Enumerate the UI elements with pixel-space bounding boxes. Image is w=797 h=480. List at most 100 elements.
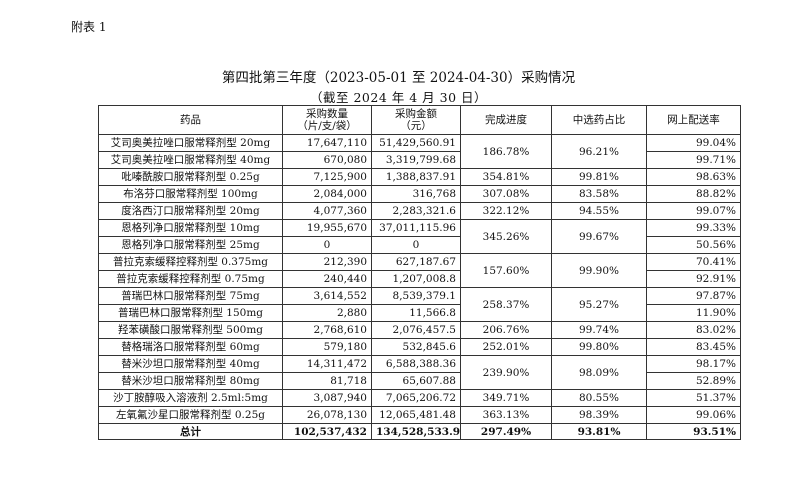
table-row: 普瑞巴林口服常释剂型 150mg 2,880 11,566.8 11.90%: [98, 304, 741, 322]
quantity-cell: 7,125,900: [282, 168, 372, 186]
header-share: 中选药占比: [551, 105, 647, 135]
header-drug: 药品: [98, 105, 283, 135]
share-cell: 98.39%: [551, 406, 647, 424]
delivery-cell: 51.37%: [646, 389, 741, 407]
delivery-cell: 88.82%: [646, 185, 741, 203]
progress-cell: 349.71%: [460, 389, 552, 407]
amount-cell: 8,539,379.1: [371, 287, 461, 305]
header-amount-label: 采购金额: [395, 108, 437, 120]
drug-cell: 度洛西汀口服常释剂型 20mg: [98, 202, 283, 220]
drug-cell: 普瑞巴林口服常释剂型 150mg: [98, 304, 283, 322]
delivery-cell: 98.63%: [646, 168, 741, 186]
amount-cell: 1,388,837.91: [371, 168, 461, 186]
share-cell: 94.55%: [551, 202, 647, 220]
quantity-cell: 2,084,000: [282, 185, 372, 203]
drug-cell: 恩格列净口服常释剂型 10mg: [98, 219, 283, 237]
quantity-cell: 26,078,130: [282, 406, 372, 424]
delivery-cell: 50.56%: [646, 236, 741, 254]
progress-cell: 239.90%: [460, 355, 552, 390]
header-amount-unit: （元）: [400, 120, 432, 132]
delivery-cell: 92.91%: [646, 270, 741, 288]
header-quantity-unit: （片/支/袋）: [297, 120, 357, 132]
progress-cell: 307.08%: [460, 185, 552, 203]
amount-cell: 11,566.8: [371, 304, 461, 322]
table-row: 艾司奥美拉唑口服常释剂型 20mg 17,647,110 51,429,560.…: [98, 134, 741, 169]
table-row: 恩格列净口服常释剂型 10mg 19,955,670 37,011,115.96…: [98, 219, 741, 254]
delivery-cell: 11.90%: [646, 304, 741, 322]
total-row: 总计 102,537,432 134,528,533.97 297.49% 93…: [98, 423, 741, 440]
amount-cell: 51,429,560.91: [371, 134, 461, 152]
drug-cell: 替米沙坦口服常释剂型 80mg: [98, 372, 283, 390]
drug-cell: 恩格列净口服常释剂型 25mg: [98, 236, 283, 254]
procurement-table: 药品 采购数量 （片/支/袋） 采购金额 （元） 完成进度 中选药占比 网上配送率 …: [98, 105, 741, 440]
table-row: 度洛西汀口服常释剂型 20mg 4,077,360 2,283,321.6 32…: [98, 202, 741, 220]
header-progress: 完成进度: [460, 105, 552, 135]
drug-cell: 沙丁胺醇吸入溶液剂 2.5ml:5mg: [98, 389, 283, 407]
delivery-cell: 99.71%: [646, 151, 741, 169]
drug-cell: 艾司奥美拉唑口服常释剂型 20mg: [98, 134, 283, 152]
amount-cell: 3,319,799.68: [371, 151, 461, 169]
delivery-cell: 52.89%: [646, 372, 741, 390]
header-delivery: 网上配送率: [646, 105, 741, 135]
delivery-cell: 98.17%: [646, 355, 741, 373]
total-share: 93.81%: [551, 423, 647, 440]
quantity-cell: 19,955,670: [282, 219, 372, 237]
amount-cell: 316,768: [371, 185, 461, 203]
drug-cell: 布洛芬口服常释剂型 100mg: [98, 185, 283, 203]
table-row: 左氧氟沙星口服常释剂型 0.25g 26,078,130 12,065,481.…: [98, 406, 741, 424]
table-header-row: 药品 采购数量 （片/支/袋） 采购金额 （元） 完成进度 中选药占比 网上配送率: [98, 105, 741, 135]
header-quantity: 采购数量 （片/支/袋）: [282, 105, 372, 135]
delivery-cell: 99.07%: [646, 202, 741, 220]
quantity-cell: 4,077,360: [282, 202, 372, 220]
progress-cell: 206.76%: [460, 321, 552, 339]
share-cell: 80.55%: [551, 389, 647, 407]
table-row: 恩格列净口服常释剂型 25mg 0 0 50.56%: [98, 236, 741, 254]
progress-cell: 363.13%: [460, 406, 552, 424]
drug-cell: 吡嗪酰胺口服常释剂型 0.25g: [98, 168, 283, 186]
progress-cell: 258.37%: [460, 287, 552, 322]
share-cell: 95.27%: [551, 287, 647, 322]
document-title: 第四批第三年度（2023-05-01 至 2024-04-30）采购情况: [221, 70, 576, 86]
delivery-cell: 99.04%: [646, 134, 741, 152]
amount-cell: 37,011,115.96: [371, 219, 461, 237]
delivery-cell: 99.33%: [646, 219, 741, 237]
quantity-cell: 17,647,110: [282, 134, 372, 152]
drug-cell: 替米沙坦口服常释剂型 40mg: [98, 355, 283, 373]
total-quantity: 102,537,432: [282, 423, 372, 440]
table-row: 羟苯磺酸口服常释剂型 500mg 2,768,610 2,076,457.5 2…: [98, 321, 741, 339]
drug-cell: 左氧氟沙星口服常释剂型 0.25g: [98, 406, 283, 424]
drug-cell: 普瑞巴林口服常释剂型 75mg: [98, 287, 283, 305]
drug-cell: 普拉克索缓释控释剂型 0.375mg: [98, 253, 283, 271]
progress-cell: 322.12%: [460, 202, 552, 220]
header-quantity-label: 采购数量: [306, 108, 348, 120]
quantity-cell: 0: [282, 236, 372, 254]
quantity-cell: 2,880: [282, 304, 372, 322]
table-row: 替米沙坦口服常释剂型 40mg 14,311,472 6,588,388.36 …: [98, 355, 741, 390]
amount-cell: 65,607.88: [371, 372, 461, 390]
quantity-cell: 240,440: [282, 270, 372, 288]
quantity-cell: 3,087,940: [282, 389, 372, 407]
delivery-cell: 70.41%: [646, 253, 741, 271]
share-cell: 99.80%: [551, 338, 647, 356]
table-row: 布洛芬口服常释剂型 100mg 2,084,000 316,768 307.08…: [98, 185, 741, 203]
document-subtitle: （截至 2024 年 4 月 30 日）: [309, 90, 487, 105]
amount-cell: 7,065,206.72: [371, 389, 461, 407]
total-delivery: 93.51%: [646, 423, 741, 440]
amount-cell: 2,283,321.6: [371, 202, 461, 220]
share-cell: 99.67%: [551, 219, 647, 254]
table-row: 艾司奥美拉唑口服常释剂型 40mg 670,080 3,319,799.68 9…: [98, 151, 741, 169]
table-row: 沙丁胺醇吸入溶液剂 2.5ml:5mg 3,087,940 7,065,206.…: [98, 389, 741, 407]
table-row: 替格瑞洛口服常释剂型 60mg 579,180 532,845.6 252.01…: [98, 338, 741, 356]
delivery-cell: 97.87%: [646, 287, 741, 305]
table-row: 普瑞巴林口服常释剂型 75mg 3,614,552 8,539,379.1 25…: [98, 287, 741, 322]
table-row: 吡嗪酰胺口服常释剂型 0.25g 7,125,900 1,388,837.91 …: [98, 168, 741, 186]
delivery-cell: 83.02%: [646, 321, 741, 339]
share-cell: 98.09%: [551, 355, 647, 390]
amount-cell: 532,845.6: [371, 338, 461, 356]
header-amount: 采购金额 （元）: [371, 105, 461, 135]
quantity-cell: 670,080: [282, 151, 372, 169]
amount-cell: 6,588,388.36: [371, 355, 461, 373]
amount-cell: 627,187.67: [371, 253, 461, 271]
drug-cell: 普拉克索缓释控释剂型 0.75mg: [98, 270, 283, 288]
total-amount: 134,528,533.97: [371, 423, 461, 440]
